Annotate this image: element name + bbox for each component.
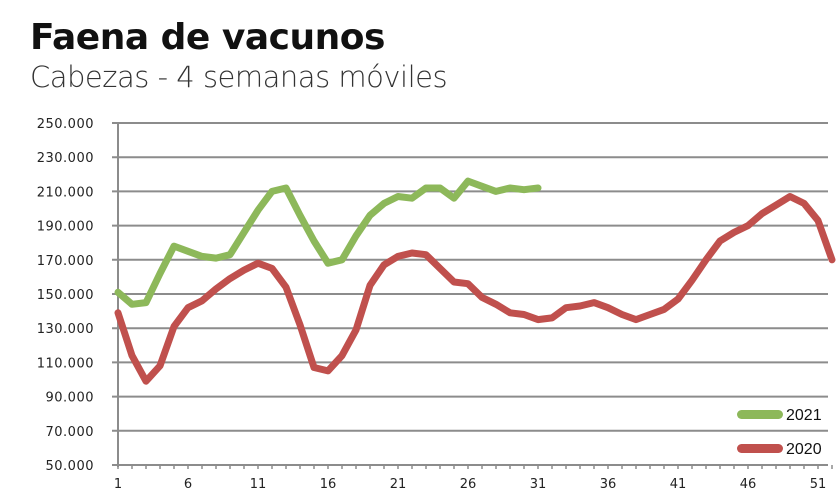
x-tick-label: 21 xyxy=(390,477,407,492)
x-tick-label: 46 xyxy=(740,477,757,492)
gridlines xyxy=(112,122,828,466)
legend-label-2020: 2020 xyxy=(786,441,822,458)
x-tick-label: 16 xyxy=(320,477,337,492)
x-tick-label: 41 xyxy=(670,477,687,492)
y-tick-label: 250.000 xyxy=(37,117,94,132)
x-tick-label: 36 xyxy=(600,477,617,492)
y-tick-label: 90.000 xyxy=(46,391,95,406)
y-axis: 50.000 70.000 90.000 110.000 130.000 150.000 1… xyxy=(37,117,119,474)
legend-swatch-2021 xyxy=(737,410,783,419)
series-line-2020 xyxy=(114,193,836,385)
x-tick-label: 1 xyxy=(114,477,122,492)
series-line-2021 xyxy=(114,177,542,308)
chart-title: Faena de vacunos xyxy=(30,17,385,58)
legend-label-2021: 2021 xyxy=(786,407,822,424)
legend: 2021 2020 xyxy=(737,407,822,458)
series-lines xyxy=(114,177,836,385)
legend-swatch-2020 xyxy=(737,444,783,453)
x-tick-label: 26 xyxy=(460,477,477,492)
y-tick-label: 210.000 xyxy=(37,185,94,200)
x-tick-label: 31 xyxy=(530,477,547,492)
y-tick-label: 170.000 xyxy=(37,254,94,269)
y-tick-label: 130.000 xyxy=(37,322,94,337)
x-tick-label: 6 xyxy=(184,477,192,492)
y-tick-label: 150.000 xyxy=(37,288,94,303)
x-tick-label: 51 xyxy=(810,477,827,492)
x-axis: 1 6 11 16 21 26 31 36 41 46 51 xyxy=(114,465,833,492)
chart-subtitle: Cabezas - 4 semanas móviles xyxy=(30,60,448,94)
x-tick-label: 11 xyxy=(250,477,267,492)
y-tick-label: 190.000 xyxy=(37,220,94,235)
y-tick-label: 70.000 xyxy=(46,425,95,440)
y-tick-label: 230.000 xyxy=(37,151,94,166)
y-tick-label: 110.000 xyxy=(37,356,94,371)
y-tick-label: 50.000 xyxy=(46,459,95,474)
